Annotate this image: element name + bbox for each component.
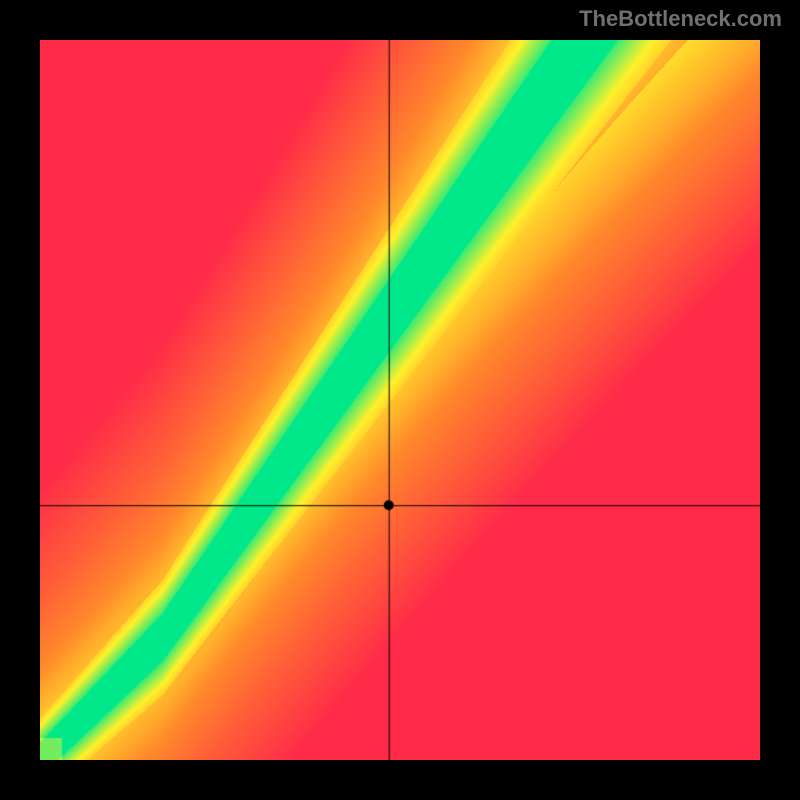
bottleneck-heatmap [40, 40, 760, 760]
heatmap-canvas [40, 40, 760, 760]
watermark-text: TheBottleneck.com [579, 6, 782, 32]
